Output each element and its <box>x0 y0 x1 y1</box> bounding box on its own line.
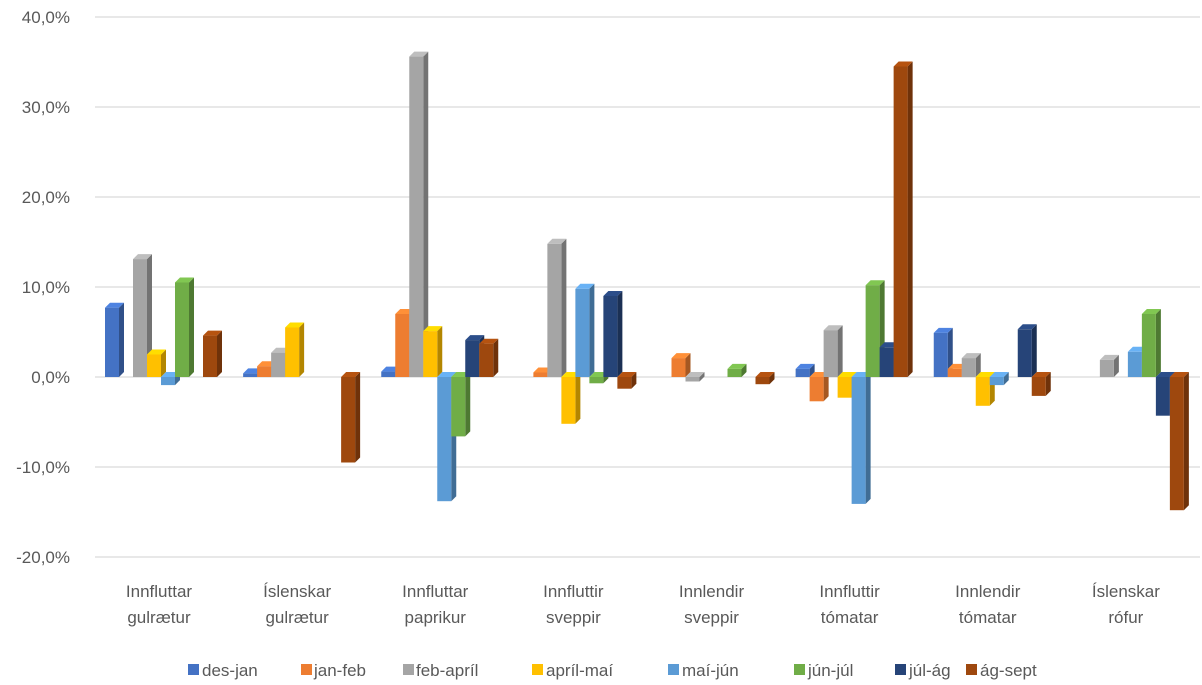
legend-swatch <box>403 664 414 675</box>
bar-des-jan-0 <box>105 302 124 377</box>
y-tick-label: 0,0% <box>31 368 70 387</box>
bar-jún-júl-0 <box>175 277 194 377</box>
bar-ág-sept-1 <box>341 372 361 463</box>
bar-jan-feb-4 <box>671 353 691 377</box>
legend-swatch <box>188 664 199 675</box>
category-label: Innfluttir <box>819 582 880 601</box>
legend-item-apríl-maí: apríl-maí <box>532 661 613 680</box>
bar-apríl-maí-3 <box>561 372 581 424</box>
legend-item-maí-jún: maí-jún <box>668 661 739 680</box>
category-label: gulrætur <box>265 608 329 627</box>
bar-des-jan-6 <box>933 327 953 377</box>
category-label: rófur <box>1108 608 1143 627</box>
legend-item-des-jan: des-jan <box>188 661 258 680</box>
bar-des-jan-5 <box>795 363 815 377</box>
legend-swatch <box>895 664 906 675</box>
y-tick-label: 30,0% <box>22 98 70 117</box>
legend-label: feb-apríl <box>416 661 478 680</box>
legend-item-júl-ág: júl-ág <box>895 661 951 680</box>
bar-feb-apríl-2 <box>409 51 429 377</box>
legend-label: maí-jún <box>682 661 739 680</box>
bar-ág-sept-0 <box>203 330 222 377</box>
bar-feb-apríl-3 <box>547 238 567 377</box>
legend-label: des-jan <box>202 661 258 680</box>
bar-maí-jún-3 <box>575 283 595 377</box>
y-tick-label: 40,0% <box>22 8 70 27</box>
bar-feb-apríl-7 <box>1099 354 1119 377</box>
bar-feb-apríl-5 <box>823 325 843 377</box>
category-label: Innlendir <box>955 582 1021 601</box>
bar-feb-apríl-4 <box>685 372 705 382</box>
bars <box>105 51 1189 511</box>
gridlines <box>95 16 1200 558</box>
y-tick-label: 20,0% <box>22 188 70 207</box>
bar-apríl-maí-2 <box>423 326 443 377</box>
category-label: sveppir <box>684 608 739 627</box>
bar-feb-apríl-6 <box>961 353 981 377</box>
bar-ág-sept-2 <box>479 338 499 377</box>
bar-feb-apríl-0 <box>133 254 152 377</box>
bar-jún-júl-5 <box>865 280 885 377</box>
legend-label: jan-feb <box>313 661 366 680</box>
legend-item-jan-feb: jan-feb <box>301 661 366 680</box>
category-label: paprikur <box>405 608 467 627</box>
bar-júl-ág-6 <box>1017 324 1037 377</box>
category-label: tómatar <box>959 608 1017 627</box>
y-tick-label: 10,0% <box>22 278 70 297</box>
category-label: Innlendir <box>679 582 745 601</box>
y-axis-tick-labels: -20,0% -10,0% 0,0% 10,0% 20,0% 30,0% 40,0% <box>16 8 70 567</box>
bar-ág-sept-7 <box>1169 372 1189 511</box>
category-label: tómatar <box>821 608 879 627</box>
category-label: Innfluttar <box>402 582 468 601</box>
legend-label: ág-sept <box>980 661 1037 680</box>
legend-item-jún-júl: jún-júl <box>794 661 853 680</box>
y-tick-label: -20,0% <box>16 548 70 567</box>
bar-jún-júl-4 <box>727 363 747 377</box>
legend-label: júl-ág <box>908 661 951 680</box>
y-tick-label: -10,0% <box>16 458 70 477</box>
legend-swatch <box>532 664 543 675</box>
legend-swatch <box>301 664 312 675</box>
category-label: Íslenskar <box>263 582 331 601</box>
bar-maí-jún-6 <box>989 372 1009 386</box>
bar-jún-júl-7 <box>1141 309 1161 377</box>
legend-swatch <box>794 664 805 675</box>
legend-swatch <box>966 664 977 675</box>
bar-ág-sept-5 <box>893 61 913 377</box>
bar-ág-sept-3 <box>617 372 637 389</box>
legend-label: jún-júl <box>807 661 853 680</box>
legend-item-feb-apríl: feb-apríl <box>403 661 478 680</box>
legend-swatch <box>668 664 679 675</box>
bar-júl-ág-3 <box>603 291 623 377</box>
bar-apríl-maí-1 <box>285 322 305 377</box>
category-label: gulrætur <box>127 608 191 627</box>
category-label: Innfluttar <box>126 582 192 601</box>
x-axis-category-labels: Innfluttar gulrætur Íslenskar gulrætur Innfl… <box>126 582 1160 627</box>
legend: des-jan jan-feb feb-apríl apríl-maí maí-jún j… <box>188 661 1037 680</box>
bar-ág-sept-6 <box>1031 372 1051 396</box>
bar-jún-júl-2 <box>451 372 471 437</box>
bar-maí-jún-5 <box>851 372 871 504</box>
category-label: Íslenskar <box>1092 582 1160 601</box>
legend-item-ág-sept: ág-sept <box>966 661 1037 680</box>
category-label: Innfluttir <box>543 582 604 601</box>
bar-ág-sept-4 <box>755 372 775 385</box>
category-label: sveppir <box>546 608 601 627</box>
legend-label: apríl-maí <box>546 661 613 680</box>
bar-apríl-maí-0 <box>147 349 166 377</box>
